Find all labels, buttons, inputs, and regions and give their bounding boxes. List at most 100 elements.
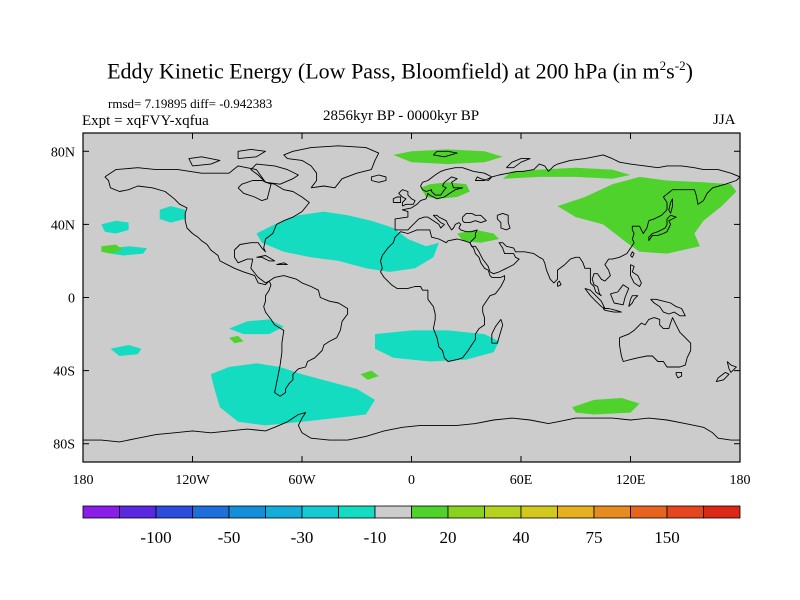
coastline-black-sea — [462, 212, 487, 224]
coastline-iceland — [370, 174, 387, 183]
region-nw-pacific-positive — [557, 176, 737, 254]
coastline-south-america — [263, 275, 349, 397]
colorbar-swatch — [374, 505, 412, 519]
region-subtropical-negative — [229, 319, 284, 335]
colorbar-swatch — [265, 505, 303, 519]
region-mediterranean-positive — [457, 229, 500, 243]
region-eurasia-positive — [502, 167, 631, 179]
coastline-taiwan — [630, 251, 635, 258]
coastline-antarctica — [83, 412, 740, 443]
x-tick-label: 120E — [616, 473, 646, 488]
x-tick-label: 60E — [510, 473, 533, 488]
coastline-hudson-bay — [237, 180, 272, 202]
title-exponent-1: 2 — [659, 58, 667, 73]
colorbar-swatch — [301, 505, 339, 519]
region-arctic-positive — [393, 149, 503, 165]
coastline-madagascar — [491, 318, 504, 344]
coastline-north-america — [104, 165, 310, 286]
coastline-new-zealand-s — [715, 372, 730, 383]
coastline-novaya-zemlya — [506, 158, 531, 169]
experiment-label: Expt = xqFVY-xqfua — [82, 113, 209, 129]
colorbar-swatch — [338, 505, 376, 519]
season-label: JJA — [713, 112, 736, 128]
coastline-korea-sakhalin — [668, 198, 673, 214]
coastline-great-britain — [398, 189, 416, 207]
y-tick-label: 40S — [53, 365, 75, 380]
coastline-cuba — [256, 255, 276, 262]
region-s-pacific-positive — [229, 335, 244, 344]
title-exponent-2: -2 — [674, 58, 686, 73]
colorbar-swatch — [228, 505, 266, 519]
colorbar-label: -30 — [291, 528, 314, 547]
coastline-canadian-arch-1 — [188, 156, 221, 167]
coastline-caspian — [496, 212, 511, 231]
x-tick-label: 60W — [288, 473, 316, 488]
colorbar-swatch — [484, 505, 522, 519]
colorbar-swatch — [630, 505, 668, 519]
x-tick-label: 180 — [730, 473, 751, 488]
coastline-eurasia — [394, 154, 740, 230]
x-tick-label: 120W — [175, 473, 210, 488]
stats-line: rmsd= 7.19895 diff= -0.942383 — [108, 96, 273, 111]
coastline-philippines — [630, 264, 642, 287]
coastline-tasmania — [675, 371, 683, 379]
region-s-atlantic-indian-negative — [375, 330, 500, 362]
y-tick-label: 80N — [51, 145, 75, 160]
coastline-java — [602, 308, 622, 313]
region-n-pacific-negative-2 — [159, 206, 186, 223]
colorbar-label: 150 — [654, 528, 680, 547]
coastline-new-zealand-n — [726, 361, 737, 373]
chart-title: Eddy Kinetic Energy (Low Pass, Bloomfiel… — [0, 58, 800, 84]
colorbar-label: -50 — [218, 528, 241, 547]
y-tick-label: 40N — [51, 218, 75, 233]
colorbar-label: -10 — [364, 528, 387, 547]
title-close-paren: ) — [685, 58, 693, 84]
coastline-australia — [619, 317, 692, 368]
y-tick-label: 0 — [68, 292, 75, 307]
coastline-hispaniola — [276, 262, 288, 266]
coastline-japan — [648, 214, 677, 242]
coastline-new-guinea — [650, 298, 686, 317]
colorbar-swatch — [411, 505, 449, 519]
colorbar-swatch — [666, 505, 704, 519]
region-europe-positive — [420, 182, 470, 199]
region-ne-pacific-positive — [101, 244, 124, 254]
coastlines — [83, 145, 740, 443]
coastline-ireland — [392, 196, 402, 203]
coastline-svalbard — [433, 150, 458, 158]
colorbar-swatch — [119, 505, 157, 519]
region-south-pacific-negative — [210, 363, 375, 426]
colorbar-swatch — [447, 505, 485, 519]
region-s-atlantic-positive — [360, 370, 379, 380]
coastline-sulawesi — [628, 295, 639, 307]
colorbar-swatch — [520, 505, 558, 519]
colorbar-label: 20 — [440, 528, 457, 547]
colorbar-swatch — [703, 505, 741, 519]
coastline-borneo — [609, 284, 630, 306]
x-tick-label: 0 — [408, 473, 415, 488]
coastline-mediterranean-north — [395, 214, 478, 244]
colorbar-label: 40 — [513, 528, 530, 547]
colorbar-swatch — [557, 505, 595, 519]
colorbar-label: -100 — [140, 528, 171, 547]
coastline-sumatra — [584, 287, 606, 309]
region-s-indian-positive — [572, 398, 640, 415]
y-tick-label: 80S — [53, 438, 75, 453]
title-unit-s: s — [666, 58, 675, 84]
coastline-canadian-arch-2 — [237, 148, 266, 160]
region-north-atlantic-negative — [256, 211, 439, 272]
region-n-pacific-negative-1 — [101, 220, 129, 234]
region-s-pacific-negative-west — [110, 345, 142, 356]
anomaly-regions — [101, 149, 737, 426]
colorbar-swatch — [192, 505, 230, 519]
title-text: Eddy Kinetic Energy (Low Pass, Bloomfiel… — [107, 58, 660, 84]
coastline-baffin — [250, 163, 299, 185]
colorbar-swatch — [82, 505, 120, 519]
colorbar-swatch — [593, 505, 631, 519]
coastline-africa — [380, 229, 506, 362]
colorbar-swatch — [155, 505, 193, 519]
x-tick-label: 180 — [73, 473, 94, 488]
axis-ticks: 180 120W 60W 0 60E 120E 180 80N 40N 0 40S 80S — [51, 133, 751, 488]
